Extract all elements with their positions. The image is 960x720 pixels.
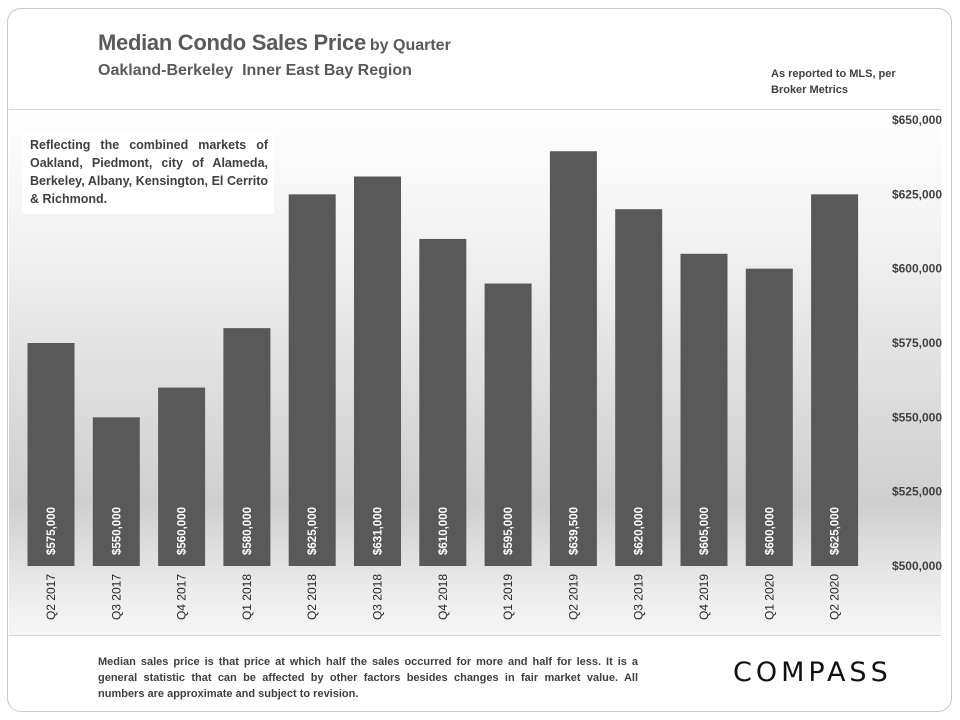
bar <box>680 253 728 567</box>
data-label: $595,000 <box>503 507 515 555</box>
x-tick-label: Q2 2020 <box>828 574 842 620</box>
bar <box>158 387 206 566</box>
data-label: $610,000 <box>438 507 450 555</box>
y-tick-label: $500,000 <box>892 559 942 573</box>
bar <box>549 151 597 566</box>
bar <box>615 209 663 566</box>
bar <box>484 283 532 566</box>
title-main: Median Condo Sales Price <box>98 30 366 55</box>
bar <box>223 328 271 566</box>
bar <box>419 238 467 566</box>
x-tick-label: Q4 2018 <box>436 574 450 620</box>
data-label: $605,000 <box>699 507 711 555</box>
x-tick-label: Q2 2017 <box>44 574 58 620</box>
bar <box>354 176 401 566</box>
y-tick-label: $600,000 <box>892 262 942 276</box>
data-label: $550,000 <box>111 507 123 555</box>
bar <box>745 268 793 566</box>
bar <box>288 194 336 567</box>
x-tick-label: Q3 2018 <box>371 574 385 620</box>
x-tick-label: Q1 2020 <box>762 574 776 620</box>
data-label: $639,500 <box>568 507 580 555</box>
x-tick-label: Q4 2019 <box>697 574 711 620</box>
x-tick-label: Q2 2018 <box>305 574 319 620</box>
x-tick-label: Q4 2017 <box>175 574 189 620</box>
y-tick-label: $525,000 <box>892 485 942 499</box>
y-tick-label: $575,000 <box>892 336 942 350</box>
source-note: As reported to MLS, per Broker Metrics <box>771 68 896 96</box>
data-label: $600,000 <box>764 507 776 555</box>
y-tick-label: $650,000 <box>892 113 942 127</box>
y-tick-label: $550,000 <box>892 410 942 424</box>
title-suffix: by Quarter <box>369 37 451 54</box>
x-tick-label: Q2 2019 <box>566 574 580 620</box>
x-tick-label: Q1 2019 <box>501 574 515 620</box>
x-tick-label: Q3 2019 <box>632 574 646 620</box>
x-tick-label: Q1 2018 <box>240 574 254 620</box>
data-label: $625,000 <box>830 507 842 555</box>
data-label: $560,000 <box>177 507 189 555</box>
data-label: $575,000 <box>46 507 58 555</box>
compass-logo: COMPASS <box>733 657 892 688</box>
chart-subtitle: Oakland-Berkeley Inner East Bay Region <box>98 62 412 79</box>
market-info-box: Reflecting the combined markets of Oakla… <box>22 132 274 214</box>
x-tick-label: Q3 2017 <box>109 574 123 620</box>
y-tick-label: $625,000 <box>892 187 942 201</box>
data-label: $625,000 <box>307 507 319 555</box>
footnote: Median sales price is that price at whic… <box>98 656 638 700</box>
chart-title: Median Condo Sales Price by Quarter <box>98 30 451 56</box>
data-label: $631,000 <box>373 507 385 555</box>
data-label: $620,000 <box>634 507 646 555</box>
bar <box>92 417 140 566</box>
data-label: $580,000 <box>242 507 254 555</box>
bar <box>27 343 75 566</box>
bar <box>811 194 859 567</box>
